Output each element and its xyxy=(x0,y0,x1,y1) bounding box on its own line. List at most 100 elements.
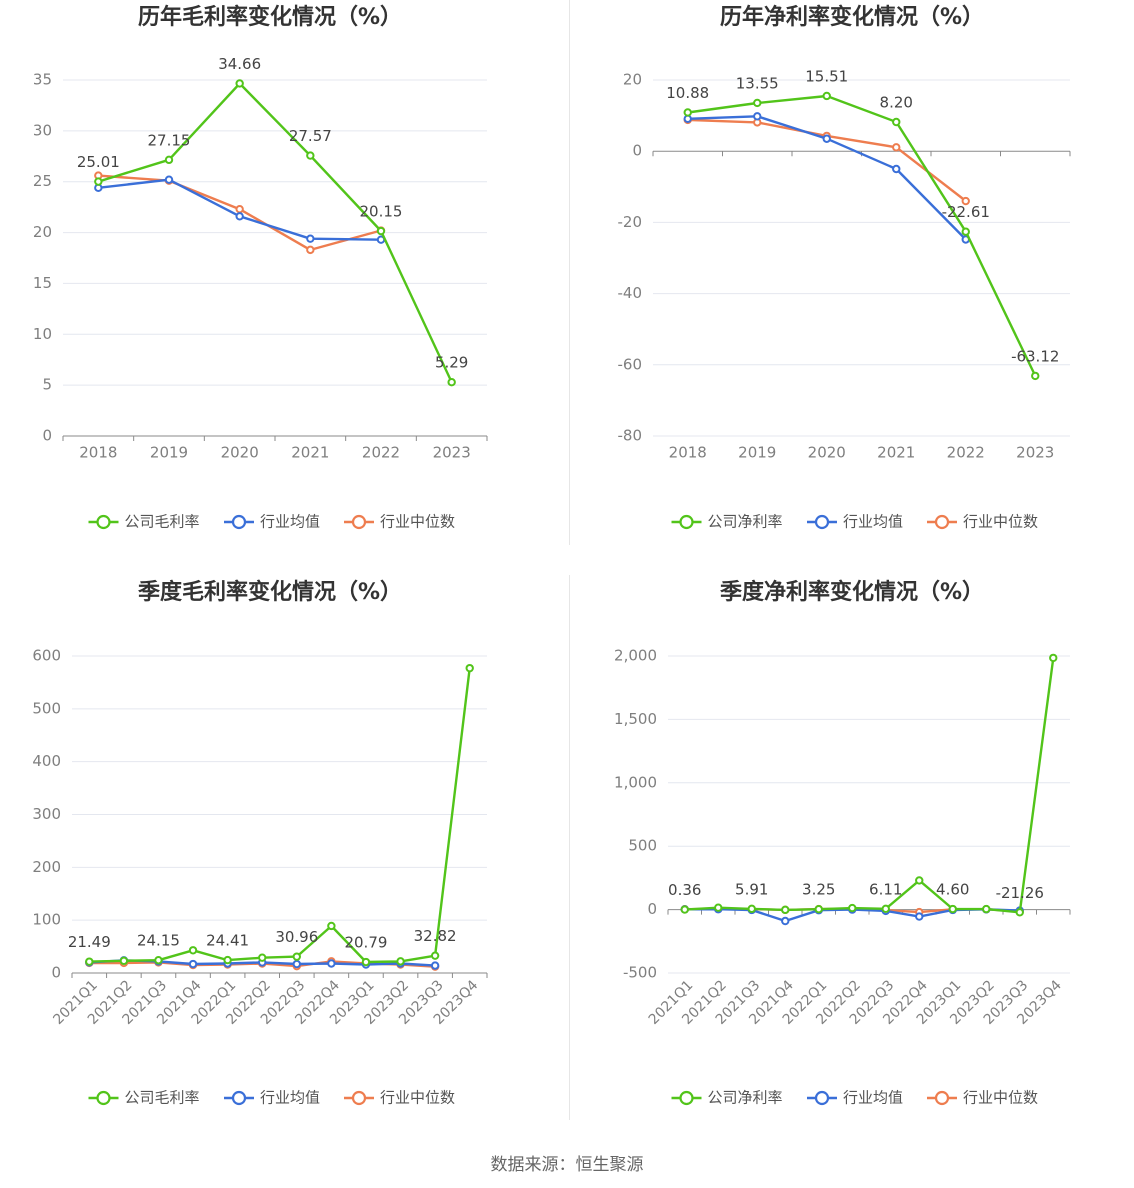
y-tick-label: 300 xyxy=(32,805,61,823)
data-point-company[interactable] xyxy=(683,108,692,117)
data-point-company[interactable] xyxy=(235,79,244,88)
data-point-company[interactable] xyxy=(753,98,762,108)
legend-label: 行业中位数 xyxy=(963,513,1038,531)
legend-label: 行业中位数 xyxy=(380,1089,455,1107)
data-point-avg[interactable] xyxy=(753,112,762,121)
data-label: 20.15 xyxy=(360,203,403,221)
data-label: 24.41 xyxy=(206,932,249,950)
data-point-avg[interactable] xyxy=(892,164,901,174)
y-tick-label: 25 xyxy=(33,172,52,190)
legend-item-company[interactable]: 公司净利率 xyxy=(671,1089,783,1107)
data-source-note: 数据来源：恒生聚源 xyxy=(490,1155,644,1175)
legend-item-median[interactable]: 行业中位数 xyxy=(927,1089,1038,1107)
data-point-company[interactable] xyxy=(814,904,823,914)
data-point-company[interactable] xyxy=(881,904,890,914)
legend-item-avg[interactable]: 行业均值 xyxy=(807,513,903,531)
y-tick-label: 400 xyxy=(32,752,61,770)
chart-title: 季度净利率变化情况（%） xyxy=(720,579,984,605)
data-point-avg[interactable] xyxy=(235,212,244,221)
legend-label: 行业中位数 xyxy=(963,1089,1038,1107)
data-point-avg[interactable] xyxy=(327,959,336,968)
data-point-company[interactable] xyxy=(714,903,723,912)
legend-item-median[interactable]: 行业中位数 xyxy=(344,1089,455,1107)
y-tick-label: 35 xyxy=(33,71,52,89)
data-label: 15.51 xyxy=(805,67,848,85)
data-point-company[interactable] xyxy=(430,951,440,960)
data-point-company[interactable] xyxy=(892,117,901,127)
data-label: 3.25 xyxy=(802,881,835,899)
legend-marker xyxy=(814,514,830,530)
data-point-company[interactable] xyxy=(447,377,456,387)
data-point-company[interactable] xyxy=(747,904,756,914)
data-point-company[interactable] xyxy=(961,227,970,236)
data-point-avg[interactable] xyxy=(188,959,198,969)
chart-title: 历年毛利率变化情况（%） xyxy=(138,4,402,30)
legend-item-avg[interactable]: 行业均值 xyxy=(224,1089,320,1107)
data-point-avg[interactable] xyxy=(430,961,440,970)
legend-item-median[interactable]: 行业中位数 xyxy=(927,513,1038,531)
data-point-company[interactable] xyxy=(223,955,232,965)
data-point-avg[interactable] xyxy=(822,134,831,143)
data-point-company[interactable] xyxy=(680,905,689,914)
data-label: 27.57 xyxy=(289,127,332,145)
y-tick-label: 20 xyxy=(33,223,52,241)
data-point-company[interactable] xyxy=(164,155,174,165)
data-point-median[interactable] xyxy=(961,196,970,206)
data-point-company[interactable] xyxy=(1049,653,1058,663)
data-label: 6.11 xyxy=(869,880,902,898)
data-point-company[interactable] xyxy=(948,904,957,914)
data-point-median[interactable] xyxy=(892,143,901,152)
data-point-company[interactable] xyxy=(94,177,103,186)
data-point-company[interactable] xyxy=(376,226,386,236)
data-point-avg[interactable] xyxy=(292,959,301,969)
legend-item-avg[interactable]: 行业均值 xyxy=(807,1089,903,1107)
data-point-company[interactable] xyxy=(465,663,474,673)
data-point-company[interactable] xyxy=(188,946,198,955)
legend-label: 行业均值 xyxy=(843,513,903,531)
y-tick-label: -60 xyxy=(618,355,643,373)
data-point-median[interactable] xyxy=(306,245,315,255)
data-point-company[interactable] xyxy=(154,956,163,965)
data-point-avg[interactable] xyxy=(306,234,315,243)
y-tick-label: 30 xyxy=(33,121,52,139)
legend-item-company[interactable]: 公司毛利率 xyxy=(88,1089,200,1107)
data-point-company[interactable] xyxy=(119,956,129,966)
legend-marker xyxy=(96,514,111,530)
data-point-company[interactable] xyxy=(258,953,267,962)
legend-item-company[interactable]: 公司毛利率 xyxy=(88,513,200,531)
x-tick-label: 2023 xyxy=(1016,444,1054,462)
data-point-avg[interactable] xyxy=(781,916,790,926)
legend-label: 行业均值 xyxy=(260,513,320,531)
data-point-avg[interactable] xyxy=(915,912,924,921)
legend-item-avg[interactable]: 行业均值 xyxy=(224,513,320,531)
data-point-company[interactable] xyxy=(982,904,991,914)
data-point-company[interactable] xyxy=(85,957,94,966)
data-label: 5.29 xyxy=(435,354,468,372)
data-point-company[interactable] xyxy=(1015,908,1024,917)
vertical-divider-top xyxy=(569,0,570,545)
data-label: -22.61 xyxy=(942,203,990,221)
legend-label: 公司净利率 xyxy=(708,513,783,531)
data-point-company[interactable] xyxy=(915,876,924,885)
legend-marker xyxy=(679,1090,694,1106)
x-tick-label: 2020 xyxy=(808,444,846,462)
data-point-company[interactable] xyxy=(292,952,301,961)
data-point-company[interactable] xyxy=(781,905,790,915)
y-tick-label: -80 xyxy=(618,427,643,445)
legend-item-company[interactable]: 公司净利率 xyxy=(671,513,783,531)
data-point-company[interactable] xyxy=(396,957,405,966)
legend-marker xyxy=(231,514,247,530)
y-tick-label: 2,000 xyxy=(614,647,657,665)
data-point-avg[interactable] xyxy=(164,175,174,184)
data-point-company[interactable] xyxy=(306,151,315,160)
legend-item-median[interactable]: 行业中位数 xyxy=(344,513,455,531)
data-point-company[interactable] xyxy=(822,91,831,101)
legend-marker xyxy=(351,1090,367,1106)
data-point-company[interactable] xyxy=(327,921,336,931)
data-label: 30.96 xyxy=(275,928,318,946)
data-label: 27.15 xyxy=(148,131,191,149)
data-point-company[interactable] xyxy=(1031,371,1040,381)
data-point-company[interactable] xyxy=(848,903,857,913)
data-point-company[interactable] xyxy=(361,957,371,967)
data-point-median[interactable] xyxy=(235,204,244,214)
